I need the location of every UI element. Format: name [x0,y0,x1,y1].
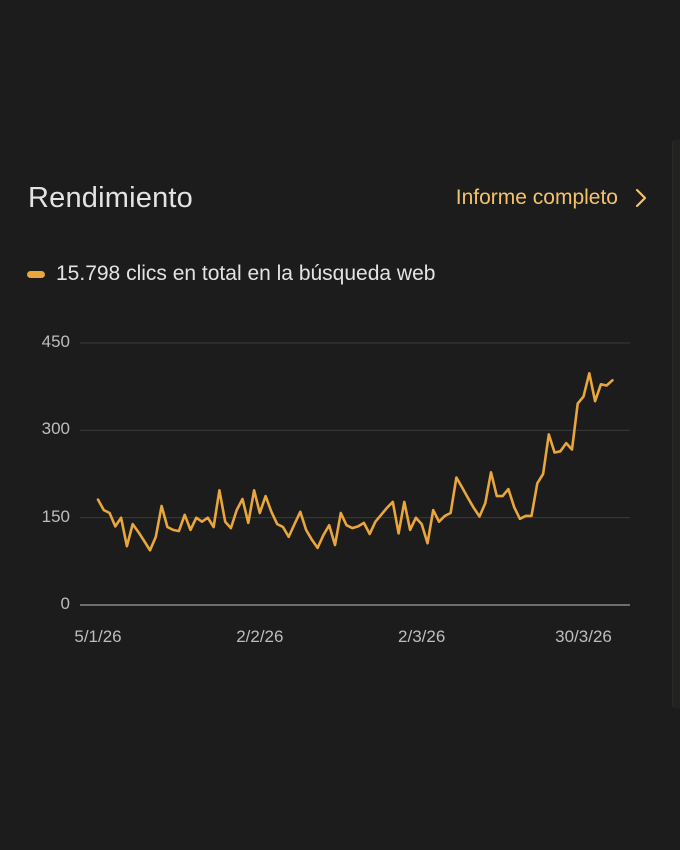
chevron-right-icon [635,188,647,208]
chart-plot-area [80,342,630,606]
legend-swatch [27,270,45,278]
x-tick-label: 30/3/26 [555,627,612,646]
y-tick-label: 150 [41,506,70,526]
full-report-link[interactable]: Informe completo [456,186,648,210]
clicks-line-chart: 450 300 150 0 5/1/26 2/2/26 2/3/26 30/3/26 [0,330,680,660]
x-tick-label: 2/2/26 [236,627,284,646]
adjacent-card-edge [672,140,680,708]
x-tick-label: 2/3/26 [398,627,446,646]
card-title: Rendimiento [28,182,194,214]
x-tick-label: 5/1/26 [74,627,122,646]
card-header: Rendimiento Informe completo [28,180,648,224]
y-tick-label: 0 [60,594,70,613]
full-report-label: Informe completo [455,186,618,209]
legend-label: 15.798 clics en total en la búsqueda web [56,262,436,285]
y-tick-label: 450 [41,332,70,351]
chart-legend: 15.798 clics en total en la búsqueda web [27,262,435,286]
y-tick-label: 300 [41,419,70,439]
clicks-series-line [96,371,614,552]
